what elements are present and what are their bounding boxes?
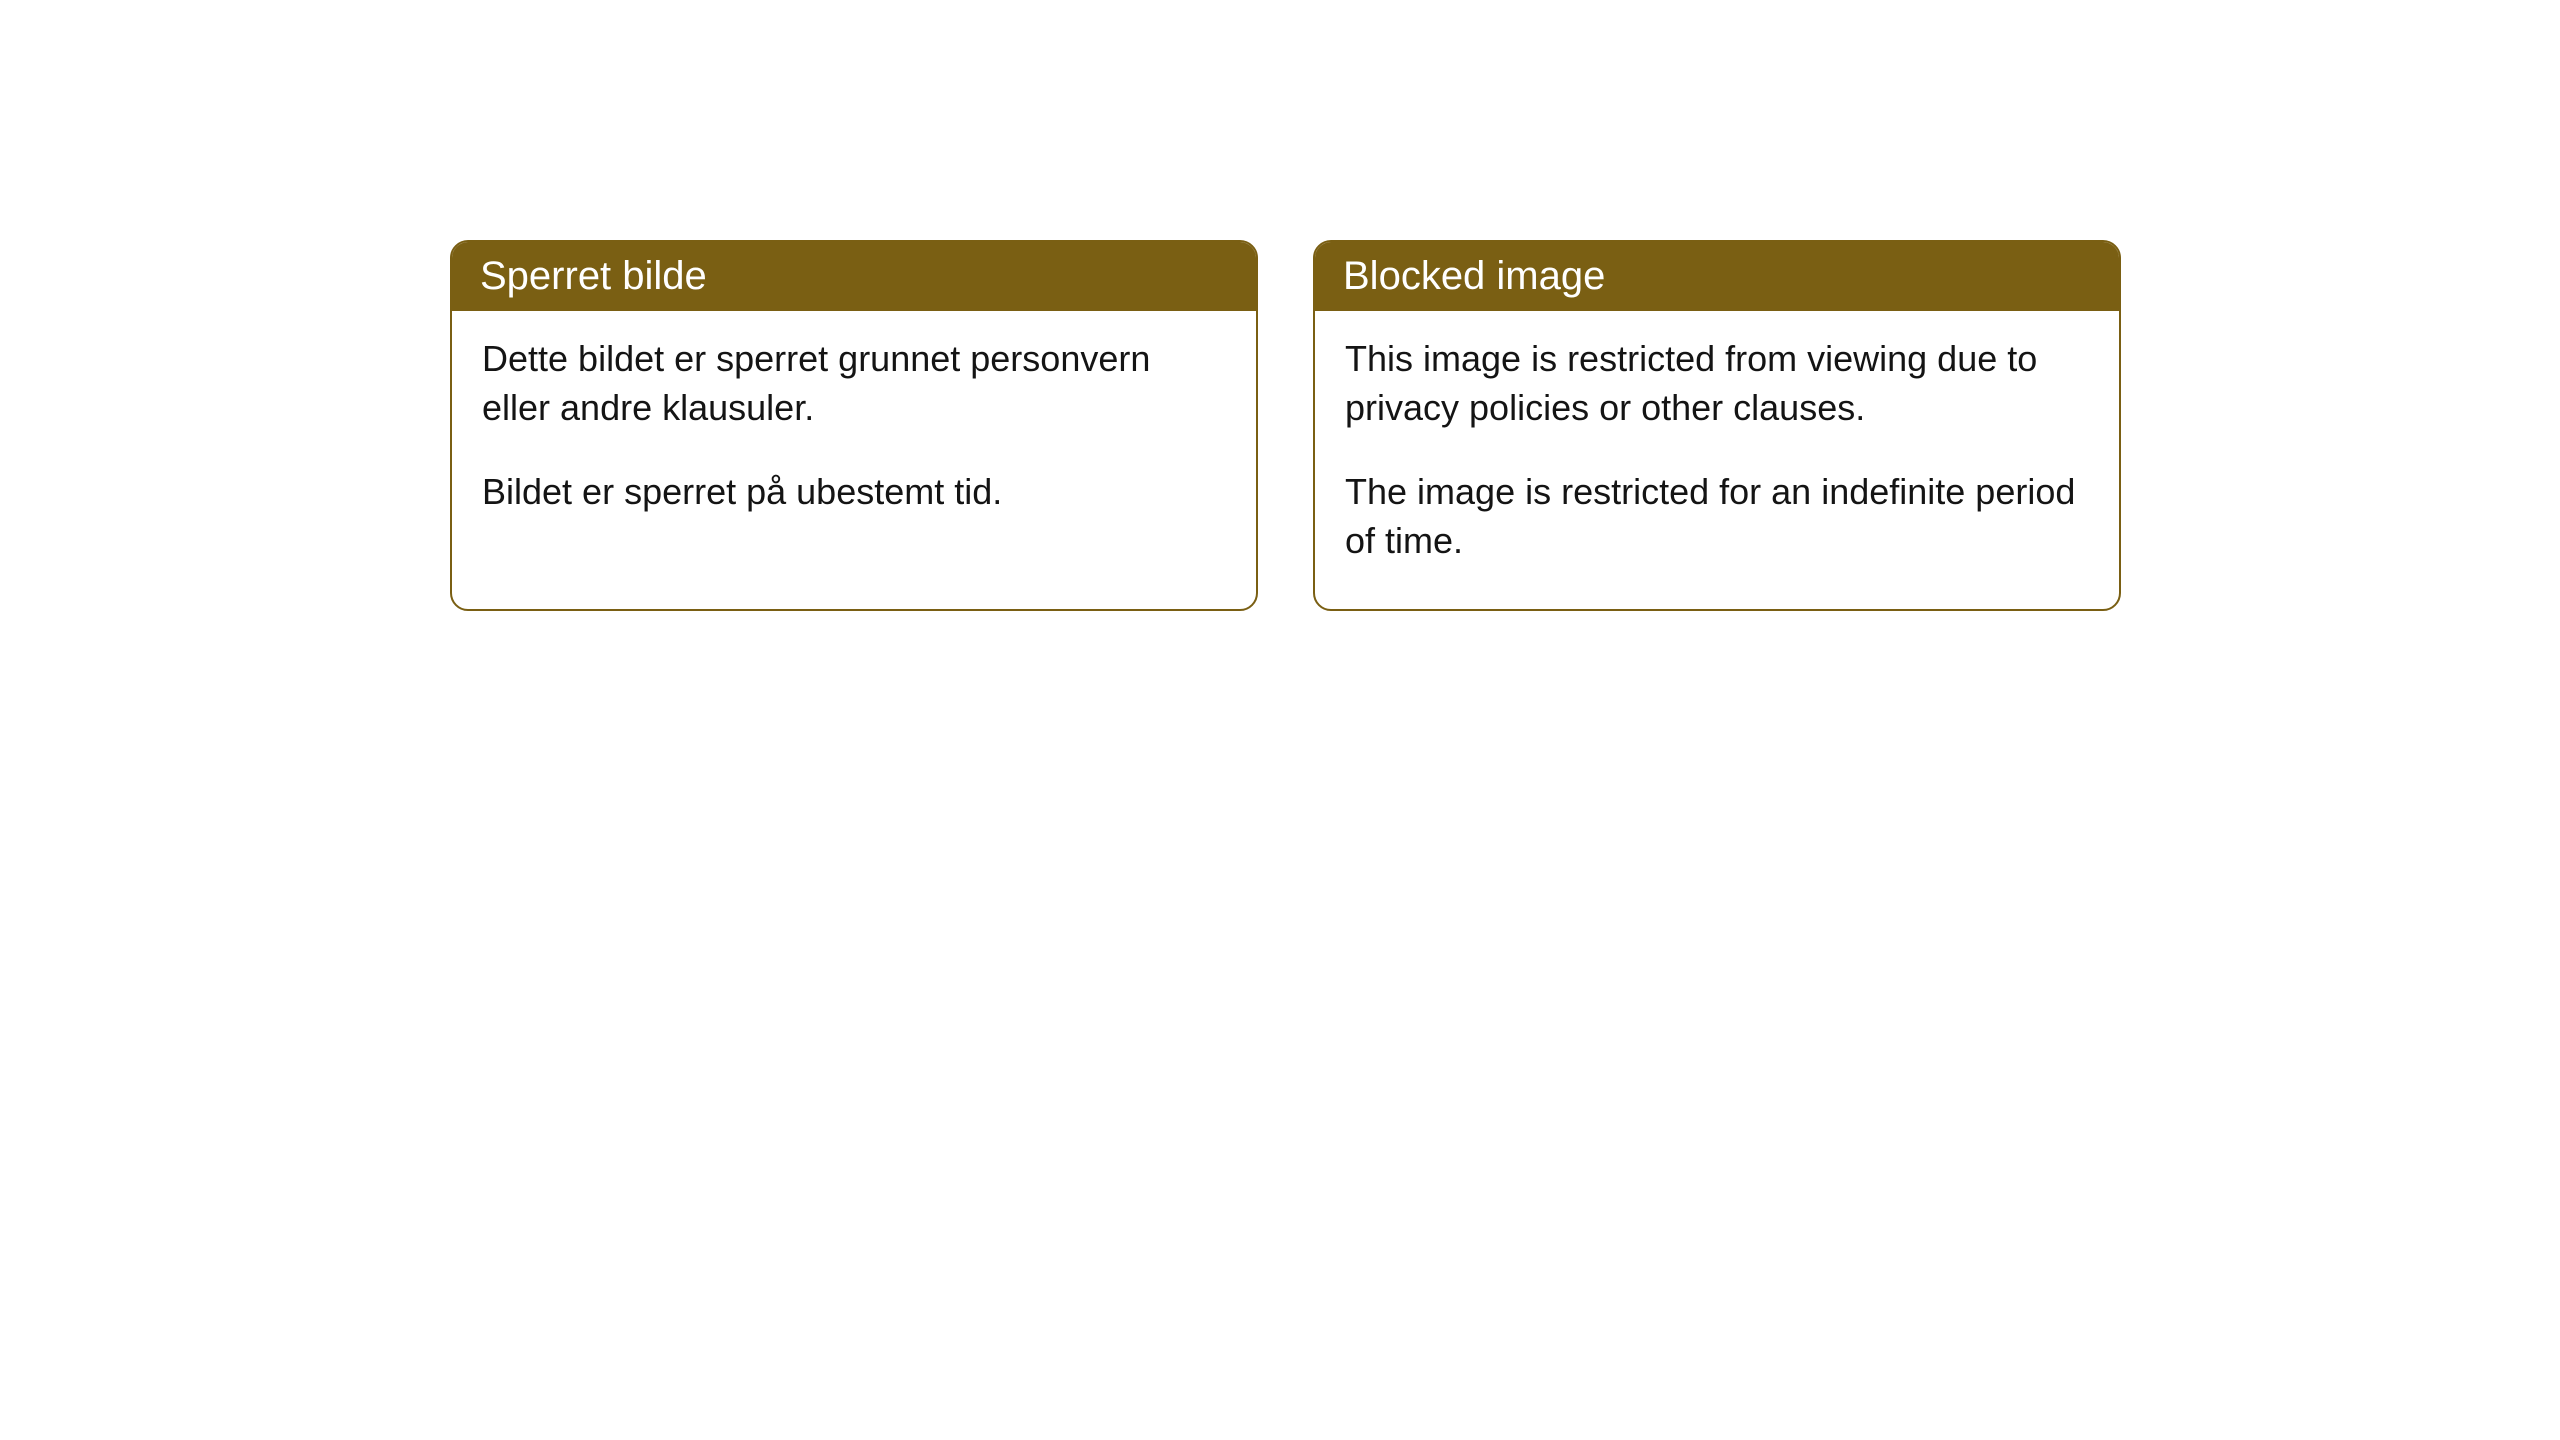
notice-card-norwegian: Sperret bilde Dette bildet er sperret gr… [450,240,1258,611]
card-paragraph: This image is restricted from viewing du… [1345,335,2089,432]
card-title: Blocked image [1343,254,1605,298]
card-header: Sperret bilde [452,242,1256,311]
card-paragraph: The image is restricted for an indefinit… [1345,468,2089,565]
card-title: Sperret bilde [480,254,707,298]
card-header: Blocked image [1315,242,2119,311]
card-paragraph: Dette bildet er sperret grunnet personve… [482,335,1226,432]
card-body: This image is restricted from viewing du… [1315,311,2119,609]
notice-cards-container: Sperret bilde Dette bildet er sperret gr… [450,240,2121,611]
card-paragraph: Bildet er sperret på ubestemt tid. [482,468,1226,517]
card-body: Dette bildet er sperret grunnet personve… [452,311,1256,561]
notice-card-english: Blocked image This image is restricted f… [1313,240,2121,611]
